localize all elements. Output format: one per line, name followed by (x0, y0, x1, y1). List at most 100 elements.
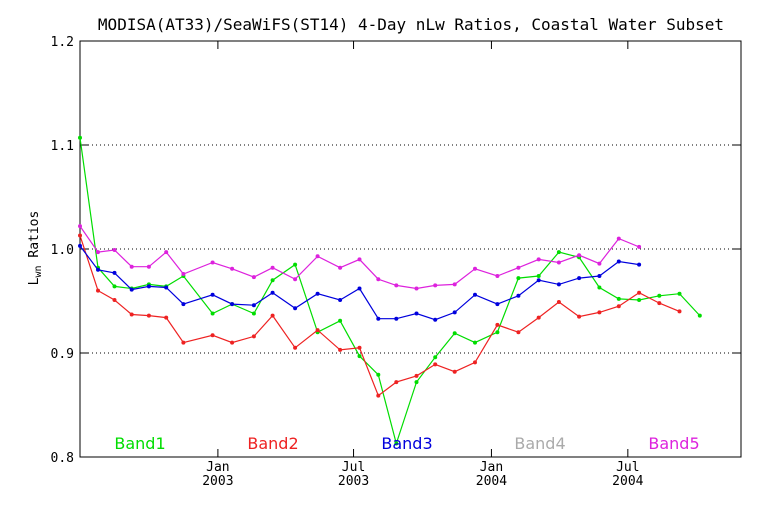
data-point (251, 303, 256, 308)
data-point (112, 248, 117, 252)
data-point (657, 293, 662, 298)
data-point (96, 267, 100, 272)
data-point (78, 233, 82, 238)
data-point (293, 306, 298, 311)
data-point (616, 236, 621, 241)
data-point (129, 287, 134, 292)
data-point (357, 286, 362, 291)
legend-entry-band2: Band2 (247, 434, 298, 453)
data-point (536, 274, 541, 278)
data-point (495, 330, 500, 335)
data-point (270, 313, 275, 318)
data-point (376, 372, 381, 377)
data-point (657, 301, 662, 306)
data-point (338, 265, 343, 270)
data-point (181, 340, 186, 345)
data-point (230, 302, 235, 307)
y-tick-label: 1.0 (51, 243, 74, 258)
legend-entry-band3: Band3 (381, 434, 432, 453)
y-tick-label: 1.1 (51, 139, 74, 154)
data-point (394, 380, 399, 385)
data-point (78, 243, 82, 248)
data-point (433, 355, 438, 360)
data-point (637, 290, 642, 295)
data-point (394, 283, 399, 288)
data-point (376, 393, 381, 398)
x-tick-label-year: 2004 (476, 474, 507, 489)
plot-frame (79, 40, 742, 458)
data-point (556, 250, 561, 255)
data-point (677, 309, 682, 314)
data-point (452, 282, 457, 287)
y-axis-label-subscript: wn (33, 265, 44, 277)
data-point (597, 310, 602, 315)
series-line (79, 137, 701, 446)
data-point (78, 135, 82, 140)
data-point (433, 283, 438, 288)
data-point (338, 298, 343, 302)
series-band1 (78, 135, 702, 446)
data-point (164, 250, 169, 255)
series-band3 (78, 243, 642, 322)
y-axis-label-rest: Ratios (27, 211, 42, 266)
axes: 0.80.91.01.11.2Jan2003Jul2003Jan2004Jul2… (51, 35, 742, 489)
data-point (536, 315, 541, 320)
data-point (251, 334, 256, 339)
data-point (146, 313, 151, 318)
data-point (96, 288, 100, 293)
data-point (536, 278, 541, 283)
data-point (394, 441, 399, 446)
data-point (210, 292, 215, 297)
data-point (230, 266, 235, 271)
data-point (516, 276, 521, 281)
data-point (697, 313, 702, 318)
data-point (357, 257, 362, 262)
data-point (516, 293, 521, 298)
data-point (78, 224, 82, 229)
data-point (210, 260, 215, 265)
x-tick-label-year: 2004 (612, 474, 643, 489)
data-point (146, 264, 151, 269)
data-point (357, 345, 362, 350)
data-point (181, 302, 186, 307)
data-point (293, 262, 298, 267)
data-point (96, 250, 100, 255)
grid-lines (80, 144, 741, 354)
data-point (338, 347, 343, 352)
data-point (376, 277, 381, 282)
data-point (597, 285, 602, 290)
data-point (577, 253, 582, 258)
data-point (433, 317, 438, 322)
data-point (112, 284, 117, 289)
data-point (315, 254, 320, 259)
data-point (473, 360, 477, 365)
data-point (556, 260, 561, 265)
data-point (129, 312, 134, 317)
data-point (495, 302, 500, 307)
chart-title: MODISA(AT33)/SeaWiFS(ST14) 4-Day nLw Rat… (98, 15, 724, 34)
data-point (577, 314, 582, 319)
legend-entry-band5: Band5 (648, 434, 699, 453)
data-point (164, 315, 169, 320)
x-tick-label-month: Jan (206, 460, 229, 475)
data-point (112, 270, 117, 275)
y-tick-label: 0.9 (51, 347, 74, 362)
data-point (433, 362, 438, 367)
data-point (616, 304, 621, 309)
data-point (556, 282, 561, 287)
data-point (556, 300, 561, 304)
data-point (394, 316, 399, 321)
legend-entry-band4: Band4 (514, 434, 565, 453)
data-point (473, 340, 477, 345)
y-axis-label-main: L (27, 277, 42, 285)
y-tick-label: 1.2 (51, 35, 74, 50)
data-point (616, 259, 621, 264)
x-tick-label-month: Jan (480, 460, 503, 475)
data-point (516, 330, 521, 335)
data-point (473, 266, 477, 271)
data-point (473, 292, 477, 297)
data-point (677, 291, 682, 296)
data-point (270, 265, 275, 270)
series-band5 (78, 224, 642, 291)
